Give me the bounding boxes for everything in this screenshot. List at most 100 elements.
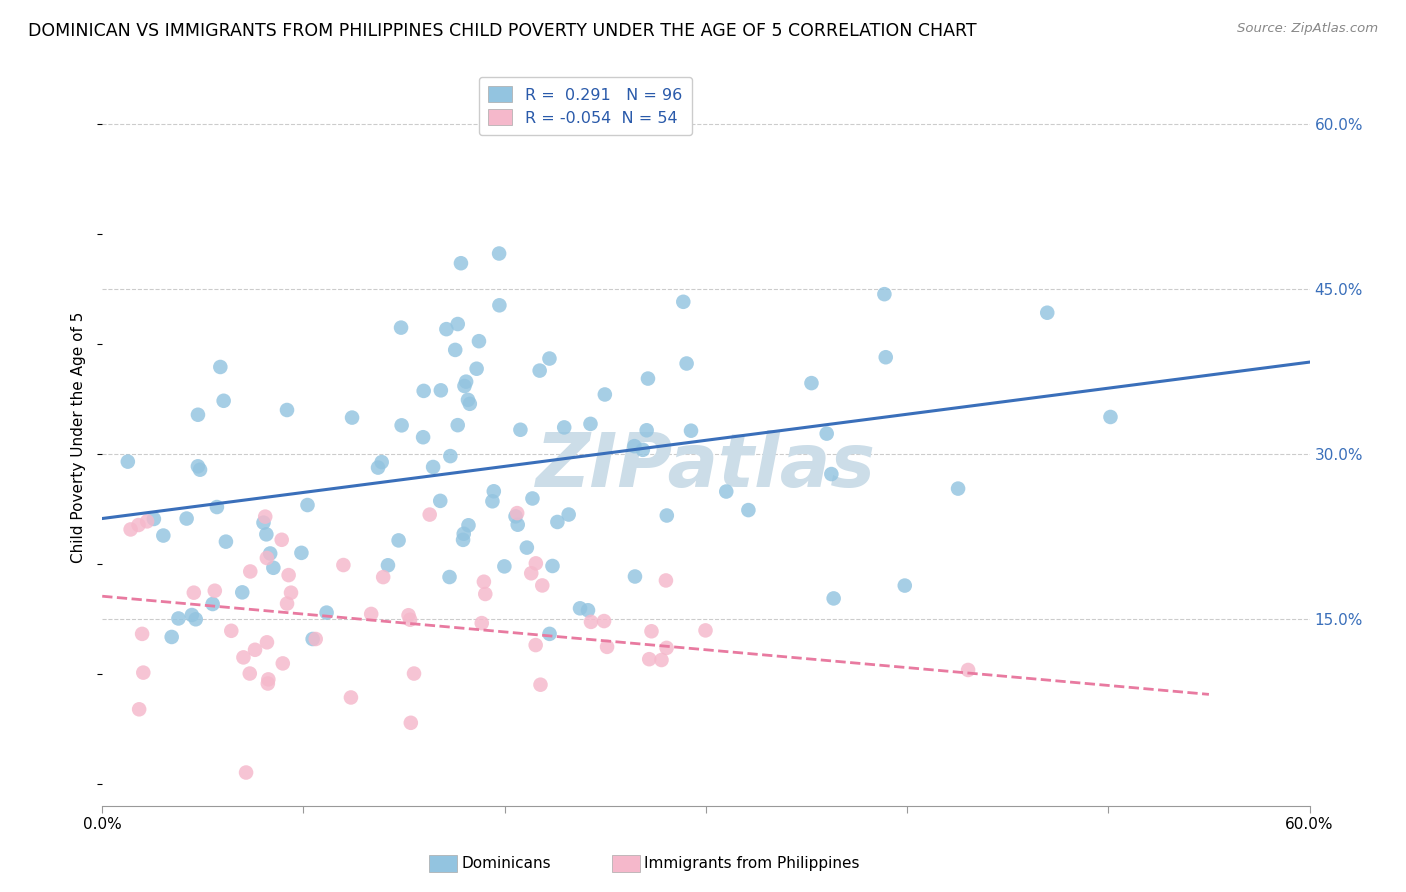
Text: ZIPatlas: ZIPatlas — [536, 430, 876, 503]
Point — [187, 408, 209, 422]
Point — [120, 523, 142, 537]
Point — [239, 565, 262, 579]
Point — [430, 384, 453, 398]
Point — [399, 613, 422, 627]
Point — [593, 614, 616, 628]
Point — [398, 608, 420, 623]
Point — [254, 509, 277, 524]
Point — [305, 632, 328, 646]
Point — [221, 624, 243, 638]
Point — [412, 430, 434, 444]
Point — [516, 541, 538, 555]
Point — [243, 642, 266, 657]
Point — [212, 393, 235, 408]
Point — [439, 570, 461, 584]
Point — [482, 484, 505, 499]
Point — [290, 546, 312, 560]
Point — [239, 666, 262, 681]
Point — [541, 559, 564, 574]
Point — [640, 624, 662, 639]
Point — [188, 463, 211, 477]
Point — [276, 403, 298, 417]
Point — [252, 516, 274, 530]
Point — [262, 561, 284, 575]
Point — [538, 627, 561, 641]
Point — [204, 583, 226, 598]
Point — [332, 558, 354, 572]
Point — [815, 426, 838, 441]
Point — [184, 612, 207, 626]
Point — [377, 558, 399, 573]
Point — [529, 363, 551, 377]
Point — [412, 384, 434, 398]
Point — [524, 557, 547, 571]
Point — [557, 508, 579, 522]
Point — [187, 459, 209, 474]
Point — [488, 246, 510, 260]
Point — [209, 359, 232, 374]
Point — [1036, 306, 1059, 320]
Point — [180, 607, 202, 622]
Point — [631, 442, 654, 457]
Point — [450, 256, 472, 270]
Point — [509, 423, 531, 437]
Point — [176, 511, 198, 525]
Point — [232, 650, 254, 665]
Point — [638, 652, 661, 666]
Point — [875, 350, 897, 364]
Point — [451, 533, 474, 547]
Point — [429, 494, 451, 508]
Point — [737, 503, 759, 517]
Point — [458, 397, 481, 411]
Text: DOMINICAN VS IMMIGRANTS FROM PHILIPPINES CHILD POVERTY UNDER THE AGE OF 5 CORREL: DOMINICAN VS IMMIGRANTS FROM PHILIPPINES… — [28, 22, 977, 40]
Text: Dominicans: Dominicans — [461, 856, 551, 871]
Point — [456, 375, 478, 389]
Point — [373, 570, 395, 584]
Point — [636, 423, 658, 437]
Point — [579, 615, 602, 629]
Point — [457, 518, 479, 533]
Point — [886, 863, 908, 878]
Point — [957, 663, 980, 677]
Point — [596, 640, 619, 654]
Point — [529, 678, 551, 692]
Point — [553, 420, 575, 434]
Point — [474, 587, 496, 601]
Point — [447, 317, 470, 331]
Point — [215, 534, 238, 549]
Point — [481, 494, 503, 508]
Point — [340, 410, 363, 425]
Point — [623, 439, 645, 453]
Point — [370, 455, 392, 469]
Point — [301, 632, 323, 646]
Point — [389, 320, 412, 334]
Point — [672, 294, 695, 309]
Point — [297, 498, 319, 512]
Point — [520, 566, 543, 581]
Point — [820, 467, 842, 481]
Point — [399, 715, 422, 730]
Point — [522, 491, 544, 506]
Point — [271, 657, 294, 671]
Point — [624, 569, 647, 583]
Point — [505, 509, 527, 524]
Point — [280, 585, 302, 599]
Point — [270, 533, 292, 547]
Point — [256, 676, 278, 690]
Point — [128, 702, 150, 716]
Point — [873, 287, 896, 301]
Point — [257, 673, 280, 687]
Point — [538, 351, 561, 366]
Point — [637, 371, 659, 385]
Point — [132, 665, 155, 680]
Point — [472, 574, 495, 589]
Point — [277, 568, 299, 582]
Point — [675, 357, 697, 371]
Point — [254, 527, 277, 541]
Point — [360, 607, 382, 621]
Point — [679, 424, 702, 438]
Point — [340, 690, 363, 705]
Point — [655, 574, 678, 588]
Point — [117, 455, 139, 469]
Point — [946, 482, 969, 496]
